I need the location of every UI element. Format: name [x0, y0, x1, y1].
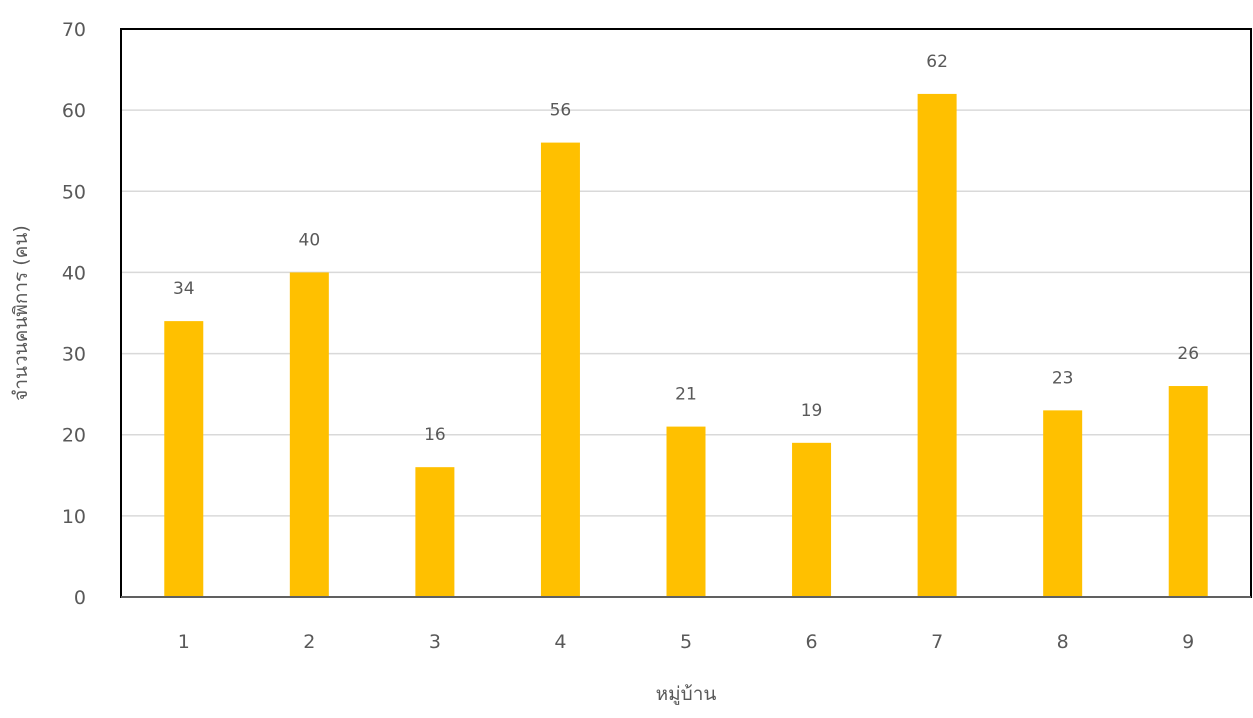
data-label: 56	[550, 101, 572, 121]
x-tick-label: 1	[178, 631, 190, 653]
y-tick-label: 70	[62, 19, 86, 41]
y-tick-label: 10	[62, 506, 86, 528]
bar	[792, 442, 832, 597]
bar	[1043, 410, 1083, 597]
data-label: 23	[1052, 368, 1074, 388]
x-tick-label: 8	[1057, 631, 1069, 653]
data-label: 21	[675, 385, 697, 405]
y-axis-ticks: 0 10 20 30 40 50 60 70	[62, 19, 86, 609]
y-tick-label: 0	[74, 587, 86, 609]
x-axis-title: หมู่บ้าน	[656, 683, 717, 705]
bar	[666, 426, 706, 597]
x-tick-label: 2	[303, 631, 315, 653]
data-label: 34	[173, 279, 195, 299]
data-label: 26	[1177, 344, 1199, 364]
y-axis-title: จำนวนคนพิการ (คน)	[10, 225, 32, 401]
y-tick-label: 20	[62, 425, 86, 447]
x-tick-label: 3	[429, 631, 441, 653]
y-tick-label: 30	[62, 344, 86, 366]
bars	[164, 93, 1208, 598]
x-tick-label: 6	[806, 631, 818, 653]
bar	[1168, 386, 1208, 597]
bar	[540, 142, 580, 597]
bar	[289, 272, 329, 597]
x-tick-label: 9	[1182, 631, 1194, 653]
data-label: 62	[926, 52, 948, 72]
y-tick-label: 60	[62, 100, 86, 122]
x-tick-label: 5	[680, 631, 692, 653]
data-label: 16	[424, 425, 446, 445]
y-tick-label: 40	[62, 262, 86, 284]
data-label: 19	[801, 401, 823, 421]
y-tick-label: 50	[62, 181, 86, 203]
data-label: 40	[299, 230, 321, 250]
x-axis-ticks: 1 2 3 4 5 6 7 8 9	[178, 631, 1195, 653]
x-tick-label: 4	[554, 631, 566, 653]
bar	[415, 467, 455, 597]
x-tick-label: 7	[931, 631, 943, 653]
bar	[164, 321, 204, 597]
data-labels: 34 40 16 56 21 19 62 23 26	[173, 52, 1199, 445]
bar	[917, 93, 957, 598]
